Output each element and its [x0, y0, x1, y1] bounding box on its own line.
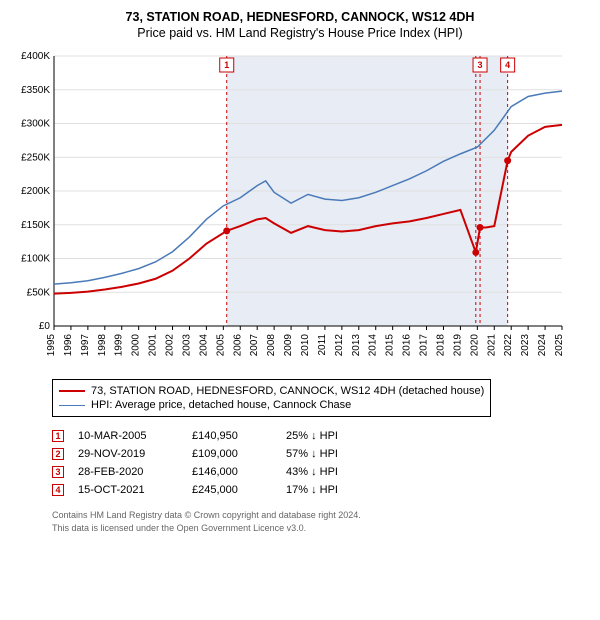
sale-date: 15-OCT-2021: [78, 484, 178, 496]
price-chart: £0 £50K £100K £150K £200K £250K £300K £350K £400…: [10, 48, 570, 368]
svg-text:£250K: £250K: [21, 152, 50, 163]
svg-text:2003: 2003: [181, 334, 192, 357]
svg-text:2001: 2001: [148, 334, 159, 357]
svg-text:£300K: £300K: [21, 119, 50, 130]
svg-text:1997: 1997: [80, 334, 91, 357]
legend-swatch: [59, 390, 85, 392]
svg-text:2002: 2002: [165, 334, 176, 357]
svg-text:2023: 2023: [520, 334, 531, 357]
sale-hpi-diff: 25% ↓ HPI: [286, 430, 366, 442]
svg-text:2013: 2013: [351, 334, 362, 357]
svg-text:2022: 2022: [503, 334, 514, 357]
svg-text:2018: 2018: [435, 334, 446, 357]
svg-text:2019: 2019: [452, 334, 463, 357]
sales-row: 3 28-FEB-2020 £146,000 43% ↓ HPI: [52, 463, 582, 481]
sale-marker-icon: 3: [52, 466, 64, 478]
svg-text:2014: 2014: [368, 334, 379, 357]
sale-price: £109,000: [192, 448, 272, 460]
svg-text:£200K: £200K: [21, 186, 50, 197]
svg-text:1: 1: [224, 60, 229, 70]
sale-marker-icon: 1: [52, 430, 64, 442]
svg-text:2009: 2009: [283, 334, 294, 357]
chart-container: £0 £50K £100K £150K £200K £250K £300K £350K £400…: [10, 48, 590, 371]
svg-text:2000: 2000: [131, 334, 142, 357]
svg-text:2015: 2015: [385, 334, 396, 357]
svg-text:£0: £0: [39, 321, 51, 332]
svg-text:2007: 2007: [249, 334, 260, 357]
sales-table: 1 10-MAR-2005 £140,950 25% ↓ HPI 2 29-NOV-201…: [52, 427, 582, 499]
sale-hpi-diff: 43% ↓ HPI: [286, 466, 366, 478]
svg-text:£50K: £50K: [27, 287, 51, 298]
sale-price: £245,000: [192, 484, 272, 496]
svg-text:2005: 2005: [215, 334, 226, 357]
chart-legend: 73, STATION ROAD, HEDNESFORD, CANNOCK, W…: [52, 379, 491, 417]
legend-swatch: [59, 405, 85, 406]
sale-price: £140,950: [192, 430, 272, 442]
sale-date: 10-MAR-2005: [78, 430, 178, 442]
svg-text:£350K: £350K: [21, 85, 50, 96]
svg-text:2016: 2016: [402, 334, 413, 357]
svg-text:1996: 1996: [63, 334, 74, 357]
chart-subtitle: Price paid vs. HM Land Registry's House …: [10, 26, 590, 40]
sale-date: 29-NOV-2019: [78, 448, 178, 460]
sale-date: 28-FEB-2020: [78, 466, 178, 478]
svg-text:2008: 2008: [266, 334, 277, 357]
sale-hpi-diff: 17% ↓ HPI: [286, 484, 366, 496]
chart-title: 73, STATION ROAD, HEDNESFORD, CANNOCK, W…: [10, 10, 590, 24]
attribution-line: This data is licensed under the Open Gov…: [52, 522, 582, 535]
chart-title-block: 73, STATION ROAD, HEDNESFORD, CANNOCK, W…: [10, 10, 590, 40]
svg-text:£400K: £400K: [21, 51, 50, 62]
svg-text:£100K: £100K: [21, 254, 50, 265]
sale-marker-icon: 4: [52, 484, 64, 496]
svg-text:2011: 2011: [317, 334, 328, 356]
svg-text:2021: 2021: [486, 334, 497, 357]
sales-row: 1 10-MAR-2005 £140,950 25% ↓ HPI: [52, 427, 582, 445]
sale-price: £146,000: [192, 466, 272, 478]
svg-text:2025: 2025: [554, 334, 565, 357]
sales-row: 2 29-NOV-2019 £109,000 57% ↓ HPI: [52, 445, 582, 463]
svg-text:2010: 2010: [300, 334, 311, 357]
svg-text:2020: 2020: [469, 334, 480, 357]
attribution-line: Contains HM Land Registry data © Crown c…: [52, 509, 582, 522]
svg-text:2024: 2024: [537, 334, 548, 357]
legend-item: HPI: Average price, detached house, Cann…: [59, 398, 484, 412]
sales-row: 4 15-OCT-2021 £245,000 17% ↓ HPI: [52, 481, 582, 499]
svg-text:1998: 1998: [97, 334, 108, 357]
svg-text:2017: 2017: [419, 334, 430, 357]
legend-label: HPI: Average price, detached house, Cann…: [91, 399, 351, 411]
svg-text:3: 3: [478, 60, 483, 70]
attribution-text: Contains HM Land Registry data © Crown c…: [52, 509, 582, 534]
svg-text:2012: 2012: [334, 334, 345, 357]
svg-text:4: 4: [505, 60, 510, 70]
svg-text:1995: 1995: [46, 334, 57, 357]
svg-text:£150K: £150K: [21, 220, 50, 231]
svg-text:2004: 2004: [198, 334, 209, 357]
legend-item: 73, STATION ROAD, HEDNESFORD, CANNOCK, W…: [59, 384, 484, 398]
sale-marker-icon: 2: [52, 448, 64, 460]
svg-text:2006: 2006: [232, 334, 243, 357]
sale-hpi-diff: 57% ↓ HPI: [286, 448, 366, 460]
svg-text:1999: 1999: [114, 334, 125, 357]
legend-label: 73, STATION ROAD, HEDNESFORD, CANNOCK, W…: [91, 385, 484, 397]
